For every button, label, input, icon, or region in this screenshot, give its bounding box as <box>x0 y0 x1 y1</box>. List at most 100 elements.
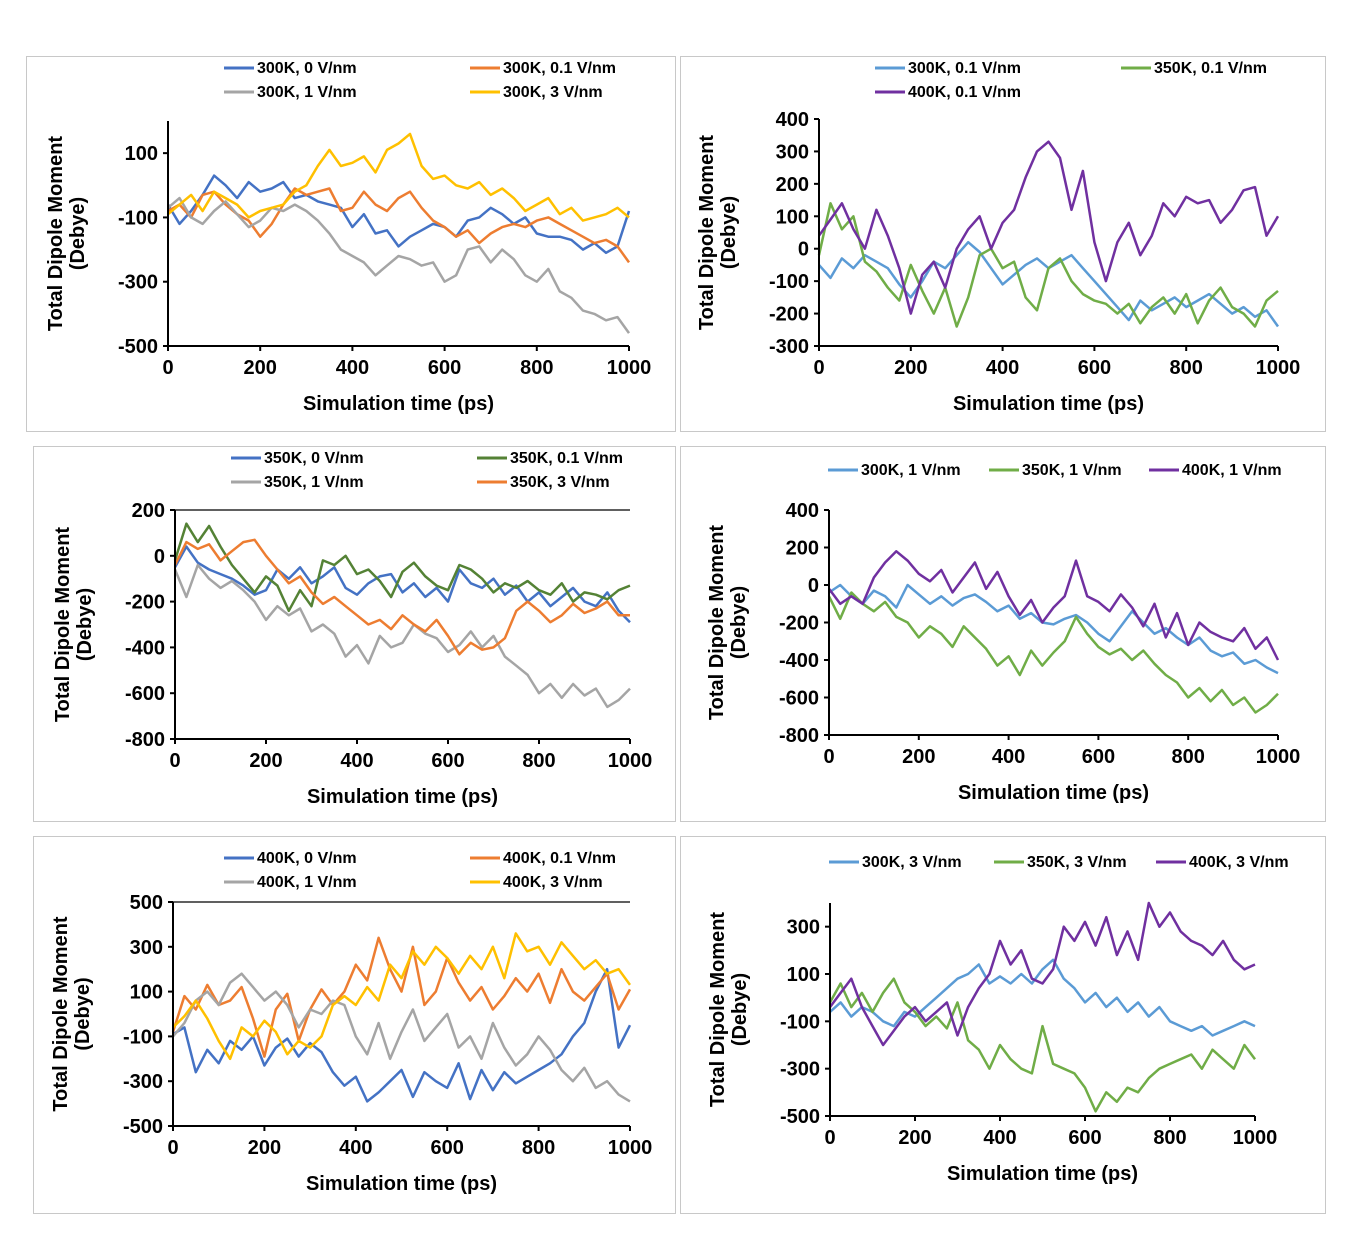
series-line <box>173 522 631 613</box>
x-tick-label: 1000 <box>1233 1127 1278 1149</box>
y-tick-label: -500 <box>118 336 158 358</box>
legend-label: 400K, 1 V/nm <box>257 874 357 891</box>
x-tick-label: 800 <box>520 357 553 379</box>
x-tick-label: 200 <box>902 746 935 768</box>
series-group <box>828 901 1257 1113</box>
x-tick-label: 400 <box>983 1127 1016 1149</box>
x-tick-label: 400 <box>336 357 369 379</box>
x-tick-label: 1000 <box>1256 357 1301 379</box>
series-line <box>827 591 1279 714</box>
chart-1-svg: 300K, 0 V/nm 300K, 0.1 V/nm 300K, 1 V/nm 30… <box>45 60 652 415</box>
chart-panel-3: 350K, 0 V/nm 350K, 0.1 V/nm 350K, 1 V/nm 35… <box>33 446 676 822</box>
y-tick-label: -600 <box>779 688 819 710</box>
series-line <box>173 563 631 709</box>
x-axis-title: Simulation time (ps) <box>958 782 1149 804</box>
series-group <box>817 140 1280 328</box>
legend-label: 350K, 1 V/nm <box>1022 462 1122 479</box>
y-tick-label: -800 <box>779 725 819 747</box>
y-tick-label: 300 <box>787 917 820 939</box>
y-tick-label: 0 <box>798 239 809 261</box>
y-tick-label: -600 <box>125 683 165 705</box>
x-tick-label: 400 <box>339 1137 372 1159</box>
y-tick-label: 400 <box>776 109 809 131</box>
y-tick-label: -300 <box>780 1059 820 1081</box>
y-axis-title-line: Total Dipole Moment <box>696 135 718 331</box>
x-tick-label: 800 <box>522 1137 555 1159</box>
legend: 300K, 3 V/nm 350K, 3 V/nm 400K, 3 V/nm <box>829 854 1289 871</box>
x-axis-title: Simulation time (ps) <box>947 1163 1138 1185</box>
x-axis-title: Simulation time (ps) <box>307 786 498 808</box>
x-tick-label: 0 <box>162 357 173 379</box>
series-group <box>166 132 631 334</box>
y-tick-label: -300 <box>118 272 158 294</box>
x-tick-label: 0 <box>167 1137 178 1159</box>
x-tick-label: 600 <box>431 1137 464 1159</box>
series-line <box>828 977 1257 1113</box>
x-tick-label: 200 <box>248 1137 281 1159</box>
legend-label: 350K, 3 V/nm <box>510 474 610 491</box>
y-tick-label: -200 <box>125 592 165 614</box>
y-tick-label: 500 <box>130 892 163 914</box>
series-line <box>167 196 631 334</box>
legend: 350K, 0 V/nm 350K, 0.1 V/nm 350K, 1 V/nm 35… <box>231 450 623 491</box>
y-axis-title-line: Total Dipole Moment <box>707 912 729 1108</box>
chart-6-svg: 300K, 3 V/nm 350K, 3 V/nm 400K, 3 V/nm -500… <box>707 854 1289 1185</box>
legend-label: 350K, 0.1 V/nm <box>1154 60 1267 77</box>
y-tick-label: 300 <box>130 937 163 959</box>
legend-label: 300K, 0 V/nm <box>257 60 357 77</box>
x-tick-label: 1000 <box>607 357 652 379</box>
series-line <box>828 901 1256 1047</box>
chart-3-svg: 350K, 0 V/nm 350K, 0.1 V/nm 350K, 1 V/nm 35… <box>52 450 653 808</box>
chart-4-svg: 300K, 1 V/nm 350K, 1 V/nm 400K, 1 V/nm -800… <box>706 462 1301 804</box>
y-tick-label: -100 <box>780 1011 820 1033</box>
series-line <box>827 550 1280 661</box>
y-tick-label: -400 <box>125 637 165 659</box>
legend: 300K, 0.1 V/nm 350K, 0.1 V/nm 400K, 0.1 V/… <box>875 60 1267 101</box>
chart-panel-2: 300K, 0.1 V/nm 350K, 0.1 V/nm 400K, 0.1 V/… <box>680 56 1326 432</box>
x-tick-label: 600 <box>1068 1127 1101 1149</box>
y-tick-label: -500 <box>780 1106 820 1128</box>
y-axis-title-line: Total Dipole Moment <box>45 136 67 332</box>
x-tick-label: 1000 <box>608 750 653 772</box>
x-tick-label: 200 <box>249 750 282 772</box>
chart-panel-1: 300K, 0 V/nm 300K, 0.1 V/nm 300K, 1 V/nm 30… <box>26 56 676 432</box>
x-tick-label: 600 <box>428 357 461 379</box>
x-tick-label: 600 <box>1082 746 1115 768</box>
series-line <box>172 972 631 1103</box>
x-tick-label: 0 <box>813 357 824 379</box>
y-axis-title-line: (Debye) <box>729 973 751 1046</box>
x-tick-label: 800 <box>1172 746 1205 768</box>
y-tick-label: 400 <box>786 500 819 522</box>
y-tick-label: 100 <box>130 982 163 1004</box>
legend-label: 300K, 3 V/nm <box>503 84 603 101</box>
y-axis-title: Total Dipole Moment (Debye) <box>52 527 96 723</box>
x-tick-label: 1000 <box>1256 746 1301 768</box>
x-tick-label: 400 <box>992 746 1025 768</box>
x-tick-label: 0 <box>169 750 180 772</box>
y-axis-title: Total Dipole Moment (Debye) <box>706 525 750 721</box>
x-tick-label: 800 <box>522 750 555 772</box>
y-tick-label: -100 <box>769 271 809 293</box>
y-axis-title-line: (Debye) <box>67 197 89 270</box>
chart-panel-4: 300K, 1 V/nm 350K, 1 V/nm 400K, 1 V/nm -800… <box>680 446 1326 822</box>
y-tick-label: -300 <box>123 1071 163 1093</box>
y-tick-label: -300 <box>769 336 809 358</box>
x-axis-title: Simulation time (ps) <box>953 393 1144 415</box>
y-axis-title-line: Total Dipole Moment <box>52 527 74 723</box>
series-line <box>173 545 631 624</box>
y-tick-label: -100 <box>123 1026 163 1048</box>
x-tick-label: 800 <box>1170 357 1203 379</box>
legend-label: 350K, 0.1 V/nm <box>510 450 623 467</box>
x-tick-label: 0 <box>824 1127 835 1149</box>
x-tick-label: 200 <box>898 1127 931 1149</box>
y-tick-label: -800 <box>125 729 165 751</box>
x-axis-title: Simulation time (ps) <box>306 1173 497 1195</box>
y-axis-title-line: (Debye) <box>74 588 96 661</box>
y-axis-title-line: (Debye) <box>72 977 94 1050</box>
legend-label: 350K, 0 V/nm <box>264 450 364 467</box>
y-tick-label: -200 <box>779 613 819 635</box>
y-tick-label: -200 <box>769 304 809 326</box>
legend-label: 300K, 0.1 V/nm <box>503 60 616 77</box>
series-line <box>173 538 630 656</box>
x-tick-label: 800 <box>1153 1127 1186 1149</box>
